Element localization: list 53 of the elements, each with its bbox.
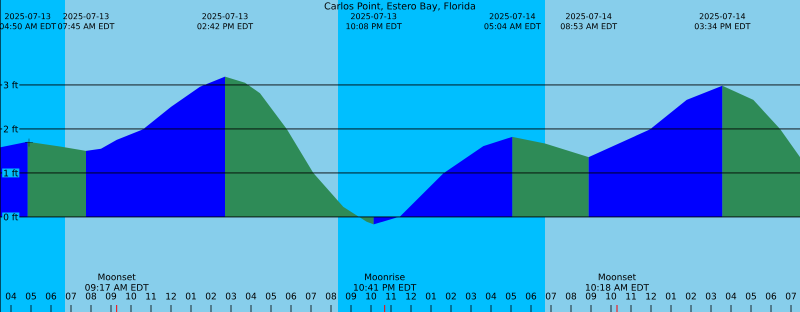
- x2-tick-label: 2025-07-14 05:04 AM EDT: [484, 13, 541, 30]
- annotation: Moonset 10:18 AM EDT: [586, 274, 650, 291]
- x-tick-label: 12: [166, 292, 176, 300]
- x-tick-label: 05: [506, 292, 516, 300]
- annotation: Moonrise 10:41 PM EDT: [354, 273, 416, 291]
- y-tick-label: 3 ft: [4, 81, 18, 88]
- x-tick-label: 06: [526, 292, 536, 300]
- x-tick-label: 07: [66, 292, 76, 300]
- x-tick-label: 06: [286, 292, 296, 300]
- y-tick-label: 2 ft: [4, 126, 18, 132]
- x-tick-label: 08: [86, 292, 96, 300]
- x2-tick-label: 2025-07-14 03:34 PM EDT: [694, 13, 750, 30]
- x-tick-label: 12: [646, 292, 656, 300]
- x-tick-label: 11: [146, 292, 156, 300]
- x-tick-label: 04: [486, 292, 496, 300]
- x-tick-label: 09: [106, 292, 116, 300]
- x-tick-label: 02: [686, 292, 696, 300]
- x-tick-label: 07: [786, 292, 796, 300]
- x-tick-label: 05: [746, 292, 756, 300]
- x-tick-label: 01: [186, 292, 196, 300]
- x-tick-label: 04: [6, 292, 16, 300]
- x-tick-label: 06: [766, 292, 776, 300]
- y-tick-label: 0 ft: [4, 213, 18, 220]
- x-tick-label: 01: [666, 292, 676, 300]
- x-tick-label: 05: [26, 292, 36, 300]
- x-tick-label: 06: [46, 292, 56, 300]
- x-tick-label: 10: [606, 292, 616, 300]
- x-tick-label: 10: [126, 292, 136, 300]
- x-tick-label: 08: [566, 292, 576, 300]
- x-tick-label: 11: [386, 292, 396, 300]
- x-tick-label: 03: [706, 292, 716, 300]
- x2-tick-label: 2025-07-14 08:53 AM EDT: [560, 13, 618, 30]
- x2-tick-label: 2025-07-13 10:08 PM EDT: [346, 13, 402, 30]
- annotation: Moonset 09:17 AM EDT: [85, 274, 149, 291]
- x-tick-label: 11: [626, 292, 636, 300]
- x-tick-label: 07: [546, 292, 556, 300]
- x-tick-label: 08: [326, 292, 336, 300]
- x-tick-label: 05: [266, 292, 276, 300]
- x-tick-label: 02: [446, 292, 456, 300]
- x-tick-label: 09: [346, 292, 356, 300]
- x-tick-label: 01: [426, 292, 436, 300]
- y-tick-label: 1 ft: [4, 170, 18, 176]
- x-tick-label: 04: [726, 292, 736, 300]
- x-tick-label: 10: [366, 292, 376, 300]
- x-tick-label: 03: [226, 292, 236, 300]
- x-tick-label: 12: [406, 292, 416, 300]
- x-tick-label: 04: [246, 292, 256, 300]
- x-tick-label: 02: [206, 292, 216, 300]
- x-tick-label: 07: [306, 292, 316, 300]
- x-tick-label: 03: [466, 292, 476, 300]
- x-tick-label: 09: [586, 292, 596, 300]
- chart-title: Carlos Point, Estero Bay, Florida: [324, 2, 476, 12]
- x2-tick-label: 2025-07-13 02:42 PM EDT: [197, 13, 254, 30]
